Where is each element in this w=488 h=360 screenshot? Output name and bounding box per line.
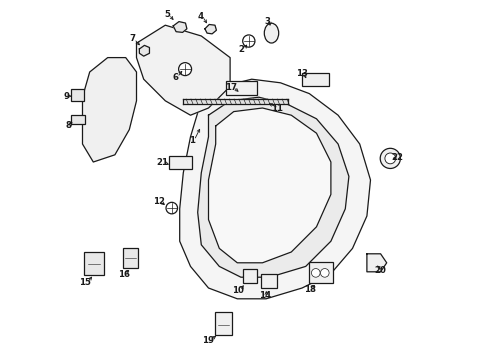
Text: 13: 13	[296, 69, 307, 78]
Polygon shape	[183, 99, 287, 104]
Bar	[71, 89, 83, 101]
Polygon shape	[179, 79, 370, 299]
Text: 14: 14	[258, 292, 270, 300]
Text: 12: 12	[153, 197, 164, 206]
Circle shape	[384, 153, 395, 164]
Bar	[71, 115, 84, 124]
Polygon shape	[139, 45, 149, 56]
Text: 1: 1	[189, 136, 195, 145]
Bar	[168, 156, 192, 169]
Bar	[309, 262, 332, 283]
Bar	[226, 81, 257, 95]
Text: 15: 15	[79, 278, 91, 287]
Polygon shape	[82, 58, 136, 162]
Bar	[261, 274, 276, 288]
Text: 9: 9	[63, 91, 69, 100]
Text: 7: 7	[129, 34, 135, 43]
Text: 20: 20	[374, 266, 386, 275]
Text: 8: 8	[65, 121, 71, 130]
Text: 19: 19	[202, 336, 213, 345]
Circle shape	[166, 202, 177, 214]
Text: 4: 4	[197, 12, 203, 21]
Text: 16: 16	[117, 270, 129, 279]
Text: 17: 17	[224, 83, 237, 91]
Polygon shape	[208, 108, 330, 263]
Polygon shape	[204, 24, 216, 34]
Text: 3: 3	[264, 17, 270, 26]
Bar	[242, 269, 257, 283]
Polygon shape	[173, 22, 186, 32]
Polygon shape	[136, 25, 230, 115]
Text: 18: 18	[304, 285, 315, 294]
Polygon shape	[366, 254, 386, 272]
Bar	[84, 252, 104, 275]
Bar	[123, 248, 138, 268]
Text: 11: 11	[270, 104, 283, 112]
Circle shape	[380, 148, 400, 168]
Text: 22: 22	[391, 153, 403, 162]
Text: 2: 2	[238, 45, 244, 54]
Circle shape	[178, 63, 191, 76]
Text: 5: 5	[164, 10, 170, 19]
Circle shape	[320, 269, 328, 277]
Bar	[302, 73, 328, 86]
Ellipse shape	[264, 23, 278, 43]
Circle shape	[242, 35, 254, 47]
Bar	[215, 312, 231, 335]
Text: 10: 10	[232, 287, 244, 295]
Polygon shape	[197, 97, 348, 277]
Text: 6: 6	[172, 73, 178, 82]
Circle shape	[311, 269, 320, 277]
Text: 21: 21	[156, 158, 168, 167]
